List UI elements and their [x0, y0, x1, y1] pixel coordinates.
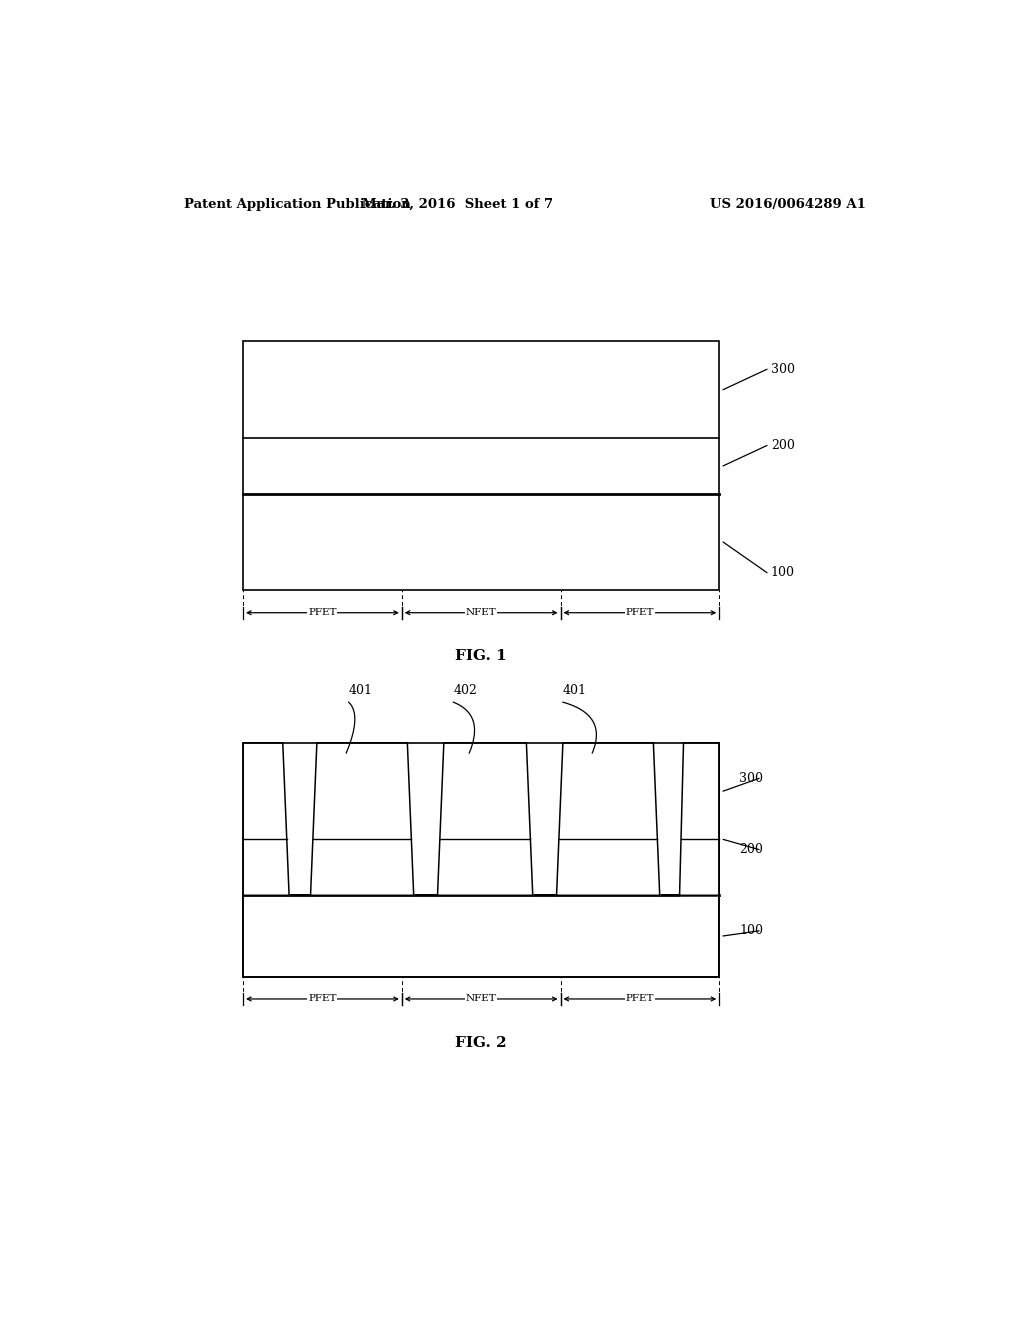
Text: 100: 100 [771, 566, 795, 579]
Polygon shape [310, 743, 414, 895]
Text: PFET: PFET [308, 609, 337, 618]
Text: Patent Application Publication: Patent Application Publication [183, 198, 411, 211]
Text: 100: 100 [739, 924, 763, 937]
Text: FIG. 2: FIG. 2 [456, 1036, 507, 1049]
Text: 401: 401 [563, 684, 587, 697]
Text: FIG. 1: FIG. 1 [456, 649, 507, 664]
Polygon shape [243, 743, 289, 895]
Text: Mar. 3, 2016  Sheet 1 of 7: Mar. 3, 2016 Sheet 1 of 7 [361, 198, 553, 211]
Text: 300: 300 [771, 363, 795, 376]
Text: NFET: NFET [466, 609, 497, 618]
Text: 402: 402 [454, 684, 477, 697]
Text: PFET: PFET [626, 994, 654, 1003]
Text: 401: 401 [348, 684, 373, 697]
Text: PFET: PFET [626, 609, 654, 618]
Text: NFET: NFET [466, 994, 497, 1003]
Bar [243, 895, 719, 977]
Bar [243, 342, 719, 590]
Text: 200: 200 [739, 843, 763, 857]
Text: PFET: PFET [308, 994, 337, 1003]
Text: 200: 200 [771, 440, 795, 451]
Polygon shape [437, 743, 532, 895]
Bar [243, 743, 719, 977]
Polygon shape [680, 743, 719, 895]
Polygon shape [557, 743, 659, 895]
Text: US 2016/0064289 A1: US 2016/0064289 A1 [711, 198, 866, 211]
Text: 300: 300 [739, 772, 763, 785]
